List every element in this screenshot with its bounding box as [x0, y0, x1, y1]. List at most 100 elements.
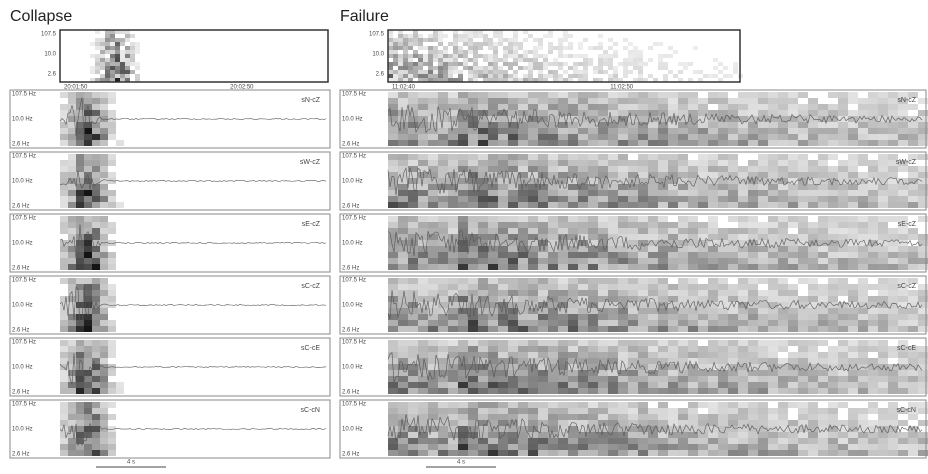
spectrogram-cell	[818, 202, 828, 208]
overview-cell	[643, 62, 648, 66]
spectrogram-cell	[638, 160, 648, 166]
spectrogram-cell	[528, 134, 538, 140]
spectrogram-cell	[428, 172, 438, 178]
overview-cell	[718, 62, 723, 66]
spectrogram-cell	[100, 320, 108, 326]
spectrogram-cell	[618, 172, 628, 178]
spectrogram-cell	[888, 252, 898, 258]
spectrogram-cell	[888, 290, 898, 296]
overview-cell	[533, 50, 538, 54]
spectrogram-cell	[908, 382, 918, 388]
spectrogram-cell	[518, 402, 528, 408]
spectrogram-cell	[898, 290, 908, 296]
spectrogram-cell	[648, 234, 658, 240]
spectrogram-cell	[588, 246, 598, 252]
spectrogram-cell	[76, 196, 84, 202]
spectrogram-cell	[868, 258, 878, 264]
spectrogram-cell	[488, 202, 498, 208]
spectrogram-cell	[618, 450, 628, 456]
spectrogram-cell	[598, 414, 608, 420]
spectrogram-cell	[76, 420, 84, 426]
spectrogram-cell	[848, 190, 858, 196]
overview-cell	[593, 66, 598, 70]
spectrogram-cell	[116, 382, 124, 388]
spectrogram-cell	[518, 278, 528, 284]
spectrogram-cell	[84, 382, 92, 388]
spectrogram-cell	[628, 308, 638, 314]
spectrogram-cell	[818, 134, 828, 140]
spectrogram-cell	[678, 252, 688, 258]
spectrogram-cell	[508, 166, 518, 172]
spectrogram-cell	[498, 388, 508, 394]
spectrogram-cell	[588, 326, 598, 332]
spectrogram-cell	[718, 122, 728, 128]
spectrogram-cell	[598, 420, 608, 426]
spectrogram-cell	[778, 284, 788, 290]
spectrogram-cell	[748, 98, 758, 104]
spectrogram-cell	[678, 296, 688, 302]
overview-cell	[513, 50, 518, 54]
strip-y-label: 2.6 Hz	[342, 390, 359, 396]
spectrogram-cell	[788, 370, 798, 376]
spectrogram-cell	[618, 314, 628, 320]
spectrogram-cell	[658, 172, 668, 178]
spectrogram-cell	[708, 340, 718, 346]
overview-cell	[478, 66, 483, 70]
spectrogram-cell	[628, 202, 638, 208]
spectrogram-cell	[818, 408, 828, 414]
spectrogram-cell	[858, 216, 868, 222]
spectrogram-cell	[578, 314, 588, 320]
spectrogram-cell	[788, 122, 798, 128]
overview-cell	[125, 54, 130, 58]
spectrogram-cell	[648, 358, 658, 364]
spectrogram-cell	[488, 284, 498, 290]
spectrogram-cell	[458, 370, 468, 376]
overview-cell	[398, 38, 403, 42]
spectrogram-cell	[68, 234, 76, 240]
overview-cell	[408, 34, 413, 38]
spectrogram-cell	[528, 290, 538, 296]
spectrogram-cell	[618, 128, 628, 134]
overview-cell	[100, 42, 105, 46]
spectrogram-cell	[798, 444, 808, 450]
spectrogram-cell	[108, 340, 116, 346]
spectrogram-cell	[638, 314, 648, 320]
spectrogram-cell	[818, 234, 828, 240]
spectrogram-cell	[84, 408, 92, 414]
spectrogram-cell	[708, 438, 718, 444]
spectrogram-cell	[668, 110, 678, 116]
strip-y-label: 2.6 Hz	[12, 452, 29, 458]
overview-cell	[443, 74, 448, 78]
spectrogram-cell	[508, 252, 518, 258]
overview-cell	[423, 74, 428, 78]
spectrogram-cell	[908, 388, 918, 394]
spectrogram-cell	[388, 122, 398, 128]
spectrogram-cell	[568, 222, 578, 228]
spectrogram-cell	[888, 376, 898, 382]
spectrogram-cell	[908, 140, 918, 146]
overview-cell	[573, 54, 578, 58]
spectrogram-cell	[588, 184, 598, 190]
overview-cell	[398, 54, 403, 58]
spectrogram-cell	[84, 228, 92, 234]
spectrogram-cell	[508, 408, 518, 414]
spectrogram-cell	[468, 296, 478, 302]
overview-cell	[428, 50, 433, 54]
spectrogram-cell	[518, 326, 528, 332]
spectrogram-cell	[748, 408, 758, 414]
spectrogram-cell	[68, 352, 76, 358]
spectrogram-cell	[828, 122, 838, 128]
overview-cell	[523, 66, 528, 70]
strip-y-label: 2.6 Hz	[342, 452, 359, 458]
spectrogram-cell	[408, 98, 418, 104]
spectrogram-cell	[668, 408, 678, 414]
spectrogram-cell	[728, 420, 738, 426]
spectrogram-cell	[438, 134, 448, 140]
spectrogram-cell	[728, 320, 738, 326]
spectrogram-cell	[638, 166, 648, 172]
spectrogram-cell	[60, 166, 68, 172]
overview-cell	[403, 66, 408, 70]
spectrogram-cell	[508, 402, 518, 408]
spectrogram-cell	[718, 128, 728, 134]
spectrogram-cell	[478, 402, 488, 408]
